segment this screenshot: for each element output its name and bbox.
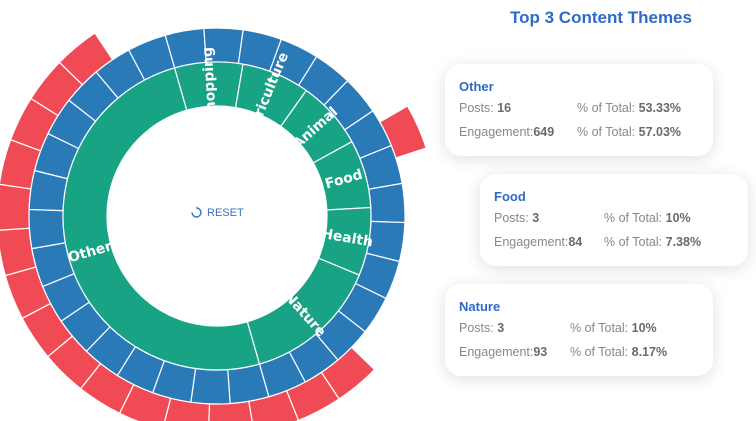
posts-pct: 10% (665, 211, 691, 225)
middle-segment[interactable] (28, 208, 67, 250)
theme-card-nature[interactable]: Nature Posts: 3 % of Total: 10% Engageme… (445, 284, 713, 376)
card-title: Other (459, 79, 494, 94)
engagement-pct: 7.38% (665, 235, 702, 249)
sunburst-chart[interactable]: Shopping AgricultureAnimalFoodHealthNatur… (0, 0, 440, 421)
refresh-icon (191, 206, 202, 218)
reset-button[interactable]: RESET (190, 206, 244, 219)
posts-row: Posts: 16 % of Total: 53.33% (459, 101, 682, 115)
theme-card-food[interactable]: Food Posts: 3 % of Total: 10% Engagement… (480, 174, 748, 266)
posts-value: 3 (532, 211, 540, 225)
posts-value: 16 (497, 101, 512, 115)
inner-ring[interactable] (62, 61, 372, 371)
posts-pct: 53.33% (638, 101, 682, 115)
inner-segment-label: Shopping (200, 47, 220, 122)
engagement-value: 93 (533, 345, 548, 359)
inner-segment[interactable] (62, 67, 261, 371)
middle-ring[interactable] (28, 27, 406, 405)
posts-value: 3 (497, 321, 505, 335)
reset-label: RESET (207, 206, 244, 219)
card-title: Nature (459, 299, 501, 314)
engagement-pct: 57.03% (638, 125, 682, 139)
panel-title: Top 3 Content Themes (510, 8, 692, 27)
engagement-row: Engagement:84 % of Total: 7.38% (494, 235, 702, 249)
posts-row: Posts: 3 % of Total: 10% (459, 321, 657, 335)
engagement-pct: 8.17% (631, 345, 668, 359)
outer-segment[interactable] (0, 183, 32, 231)
theme-card-other[interactable]: Other Posts: 16 % of Total: 53.33% Engag… (445, 64, 713, 156)
engagement-value: 649 (533, 125, 555, 139)
middle-segment[interactable] (367, 182, 406, 224)
engagement-row: Engagement:93 % of Total: 8.17% (459, 345, 668, 359)
engagement-row: Engagement:649 % of Total: 57.03% (459, 125, 682, 139)
posts-pct: 10% (631, 321, 657, 335)
card-title: Food (494, 189, 526, 204)
middle-segment[interactable] (190, 367, 231, 405)
engagement-value: 84 (568, 235, 583, 249)
posts-row: Posts: 3 % of Total: 10% (494, 211, 691, 225)
